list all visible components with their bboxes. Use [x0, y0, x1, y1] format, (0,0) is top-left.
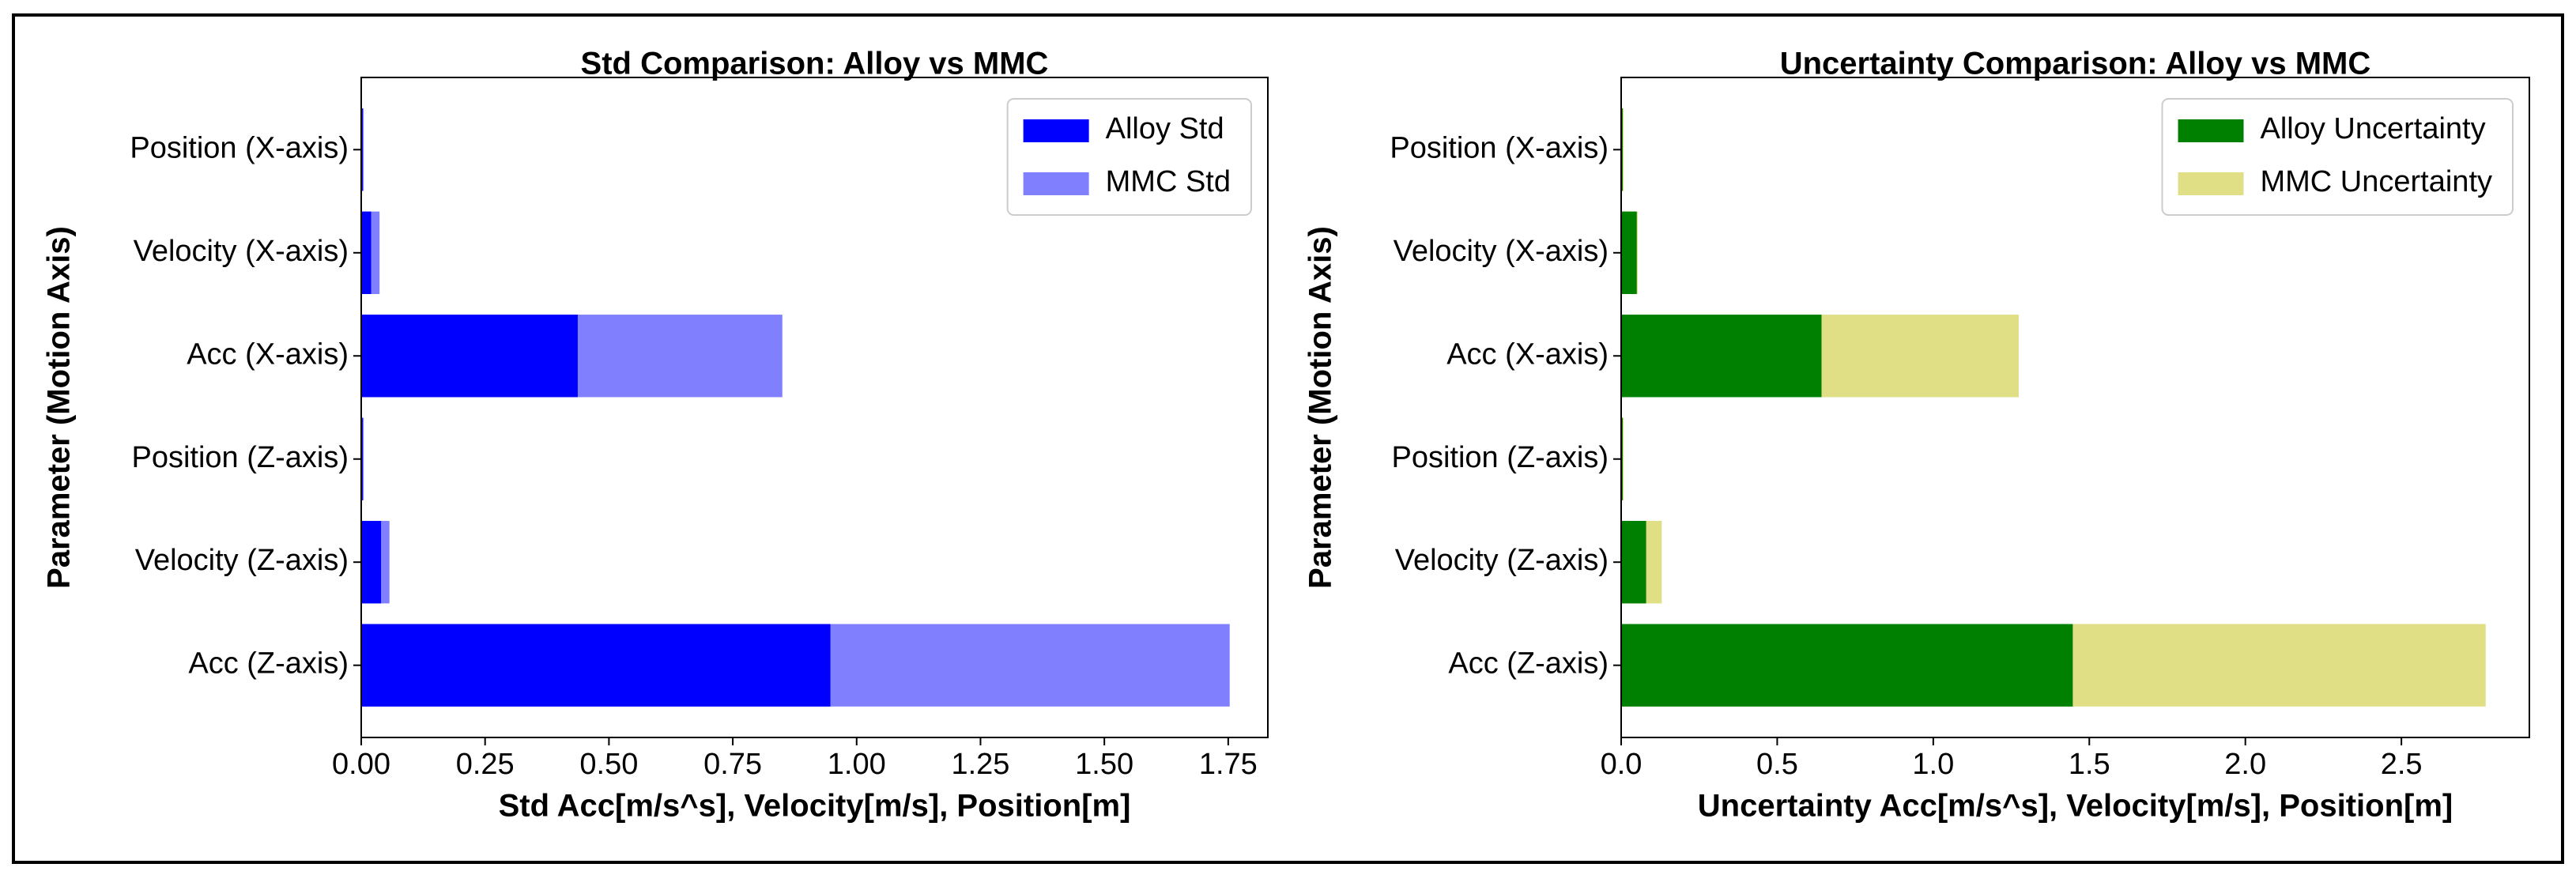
bar: [1621, 624, 2073, 707]
bar: [361, 315, 578, 398]
y-tick-label: Velocity (Z-axis): [1395, 544, 1609, 577]
y-tick-label: Acc (Z-axis): [188, 647, 349, 681]
y-tick-label: Position (X-axis): [1390, 131, 1609, 164]
y-tick-label: Acc (Z-axis): [1448, 647, 1609, 681]
legend-label: Alloy Uncertainty: [2261, 112, 2486, 145]
y-axis-label: Parameter (Motion Axis): [1303, 226, 1338, 589]
x-tick-label: 0.5: [1756, 748, 1798, 781]
axes-frame: [1620, 77, 2530, 738]
x-tick-label: 1.00: [828, 748, 886, 781]
bar: [1621, 211, 1637, 294]
x-tick-label: 0.25: [456, 748, 515, 781]
y-axis-label: Parameter (Motion Axis): [42, 226, 77, 589]
legend-frame: [2161, 98, 2514, 216]
y-tick-label: Position (Z-axis): [132, 441, 349, 474]
x-tick-label: 0.75: [703, 748, 762, 781]
axes-frame: [360, 77, 1269, 738]
chart-title: Std Comparison: Alloy vs MMC: [581, 47, 1049, 81]
legend-swatch: [2178, 172, 2244, 195]
y-tick-label: Velocity (Z-axis): [135, 544, 349, 577]
legend-label: MMC Std: [1106, 165, 1231, 198]
y-tick-label: Velocity (X-axis): [1394, 235, 1609, 268]
chart-title: Uncertainty Comparison: Alloy vs MMC: [1780, 47, 2371, 81]
figure-border: [12, 13, 2564, 864]
x-tick-label: 1.5: [2069, 748, 2110, 781]
x-axis-label: Std Acc[m/s^s], Velocity[m/s], Position[…: [499, 789, 1131, 824]
x-tick-label: 1.50: [1075, 748, 1133, 781]
x-tick-label: 1.75: [1199, 748, 1258, 781]
y-tick-label: Position (X-axis): [130, 131, 349, 164]
x-axis-label: Uncertainty Acc[m/s^s], Velocity[m/s], P…: [1698, 789, 2453, 824]
bar: [361, 624, 831, 707]
x-tick-label: 0.0: [1601, 748, 1643, 781]
bar: [1621, 521, 1646, 604]
legend: Alloy Std MMC Std: [1006, 98, 1252, 216]
legend-swatch: [1023, 119, 1089, 142]
x-tick-label: 1.0: [1912, 748, 1954, 781]
x-tick-label: 0.50: [579, 748, 638, 781]
y-tick-label: Velocity (X-axis): [134, 235, 349, 268]
y-tick-label: Acc (X-axis): [1446, 338, 1609, 371]
bar: [1621, 315, 1822, 398]
x-tick-label: 1.25: [951, 748, 1009, 781]
x-tick-label: 0.00: [332, 748, 390, 781]
legend-swatch: [1023, 172, 1089, 195]
legend: Alloy Uncertainty MMC Uncertainty: [2161, 98, 2514, 216]
bar: [361, 521, 382, 604]
legend-swatch: [2178, 119, 2244, 142]
y-tick-label: Position (Z-axis): [1392, 441, 1609, 474]
y-tick-label: Acc (X-axis): [187, 338, 349, 371]
legend-label: Alloy Std: [1106, 112, 1224, 145]
x-tick-label: 2.0: [2224, 748, 2266, 781]
legend-label: MMC Uncertainty: [2261, 165, 2493, 198]
x-tick-label: 2.5: [2381, 748, 2423, 781]
bar: [361, 211, 372, 294]
